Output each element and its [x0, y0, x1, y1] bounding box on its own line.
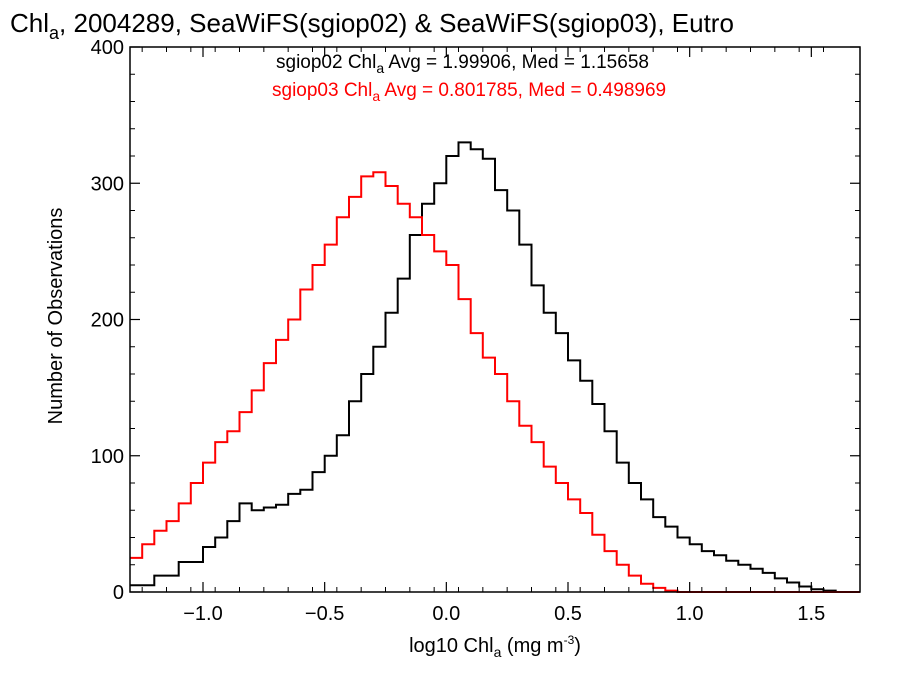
- histogram-series-2: [130, 171, 860, 593]
- y-axis-title: Number of Observations: [45, 208, 67, 425]
- x-axis-title: log10 Chla (mg m-3): [409, 633, 581, 660]
- x-tick-label: 1.5: [797, 603, 825, 625]
- x-tick-label: 1.0: [676, 603, 704, 625]
- y-tick-label: 200: [91, 310, 124, 332]
- x-tick-label: −1.0: [183, 603, 222, 625]
- ticks-layer: −1.0 −0.5 0.0 0.5 1.0 1.5 0 100 200 300 400: [91, 37, 860, 625]
- x-tick-label: 0.0: [432, 603, 460, 625]
- annotation-sgiop03: sgiop03 Chla Avg = 0.801785, Med = 0.498…: [272, 80, 666, 104]
- y-tick-label: 100: [91, 446, 124, 468]
- annotation-sgiop02: sgiop02 Chla Avg = 1.99906, Med = 1.1565…: [276, 52, 649, 76]
- y-tick-label: 400: [91, 37, 124, 59]
- histogram-series-1: [130, 141, 860, 593]
- plot-frame: [129, 46, 861, 593]
- chart-title: Chla, 2004289, SeaWiFS(sgiop02) & SeaWiF…: [10, 8, 734, 43]
- series-layer: [130, 141, 860, 593]
- x-tick-label: −0.5: [305, 603, 344, 625]
- y-tick-label: 0: [113, 582, 124, 604]
- y-tick-label: 300: [91, 173, 124, 195]
- x-tick-label: 0.5: [554, 603, 582, 625]
